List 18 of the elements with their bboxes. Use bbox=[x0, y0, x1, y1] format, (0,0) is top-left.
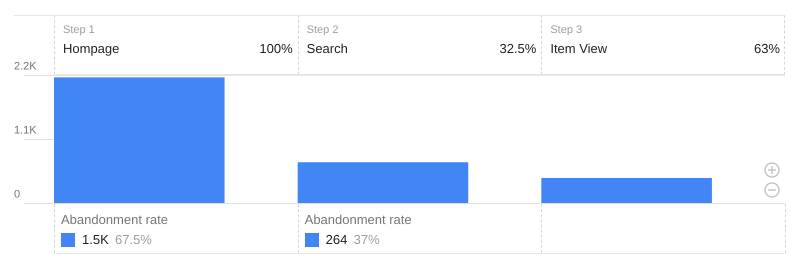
text: Abandonment rate bbox=[61, 212, 168, 227]
text: 37% bbox=[354, 232, 380, 247]
text: 32.5% bbox=[499, 41, 536, 56]
text: Step 3 bbox=[550, 24, 582, 36]
y-tick-label: 2.2K bbox=[14, 60, 38, 72]
text: Step 2 bbox=[306, 24, 338, 36]
y-tick-label: 1.1K bbox=[14, 124, 38, 136]
x-tick-label: Hompage bbox=[63, 41, 120, 56]
text: 1.5K bbox=[82, 232, 109, 247]
y-tick-label: 0 bbox=[14, 188, 20, 200]
text: 67.5% bbox=[115, 232, 152, 247]
text: Abandonment rate bbox=[304, 212, 412, 227]
text: 264 bbox=[326, 232, 348, 247]
x-tick-label: Search bbox=[306, 41, 348, 56]
text: Step 1 bbox=[63, 24, 95, 36]
text: 100% bbox=[259, 41, 293, 56]
x-tick-label: Item View bbox=[550, 41, 608, 56]
text: 63% bbox=[754, 41, 780, 56]
